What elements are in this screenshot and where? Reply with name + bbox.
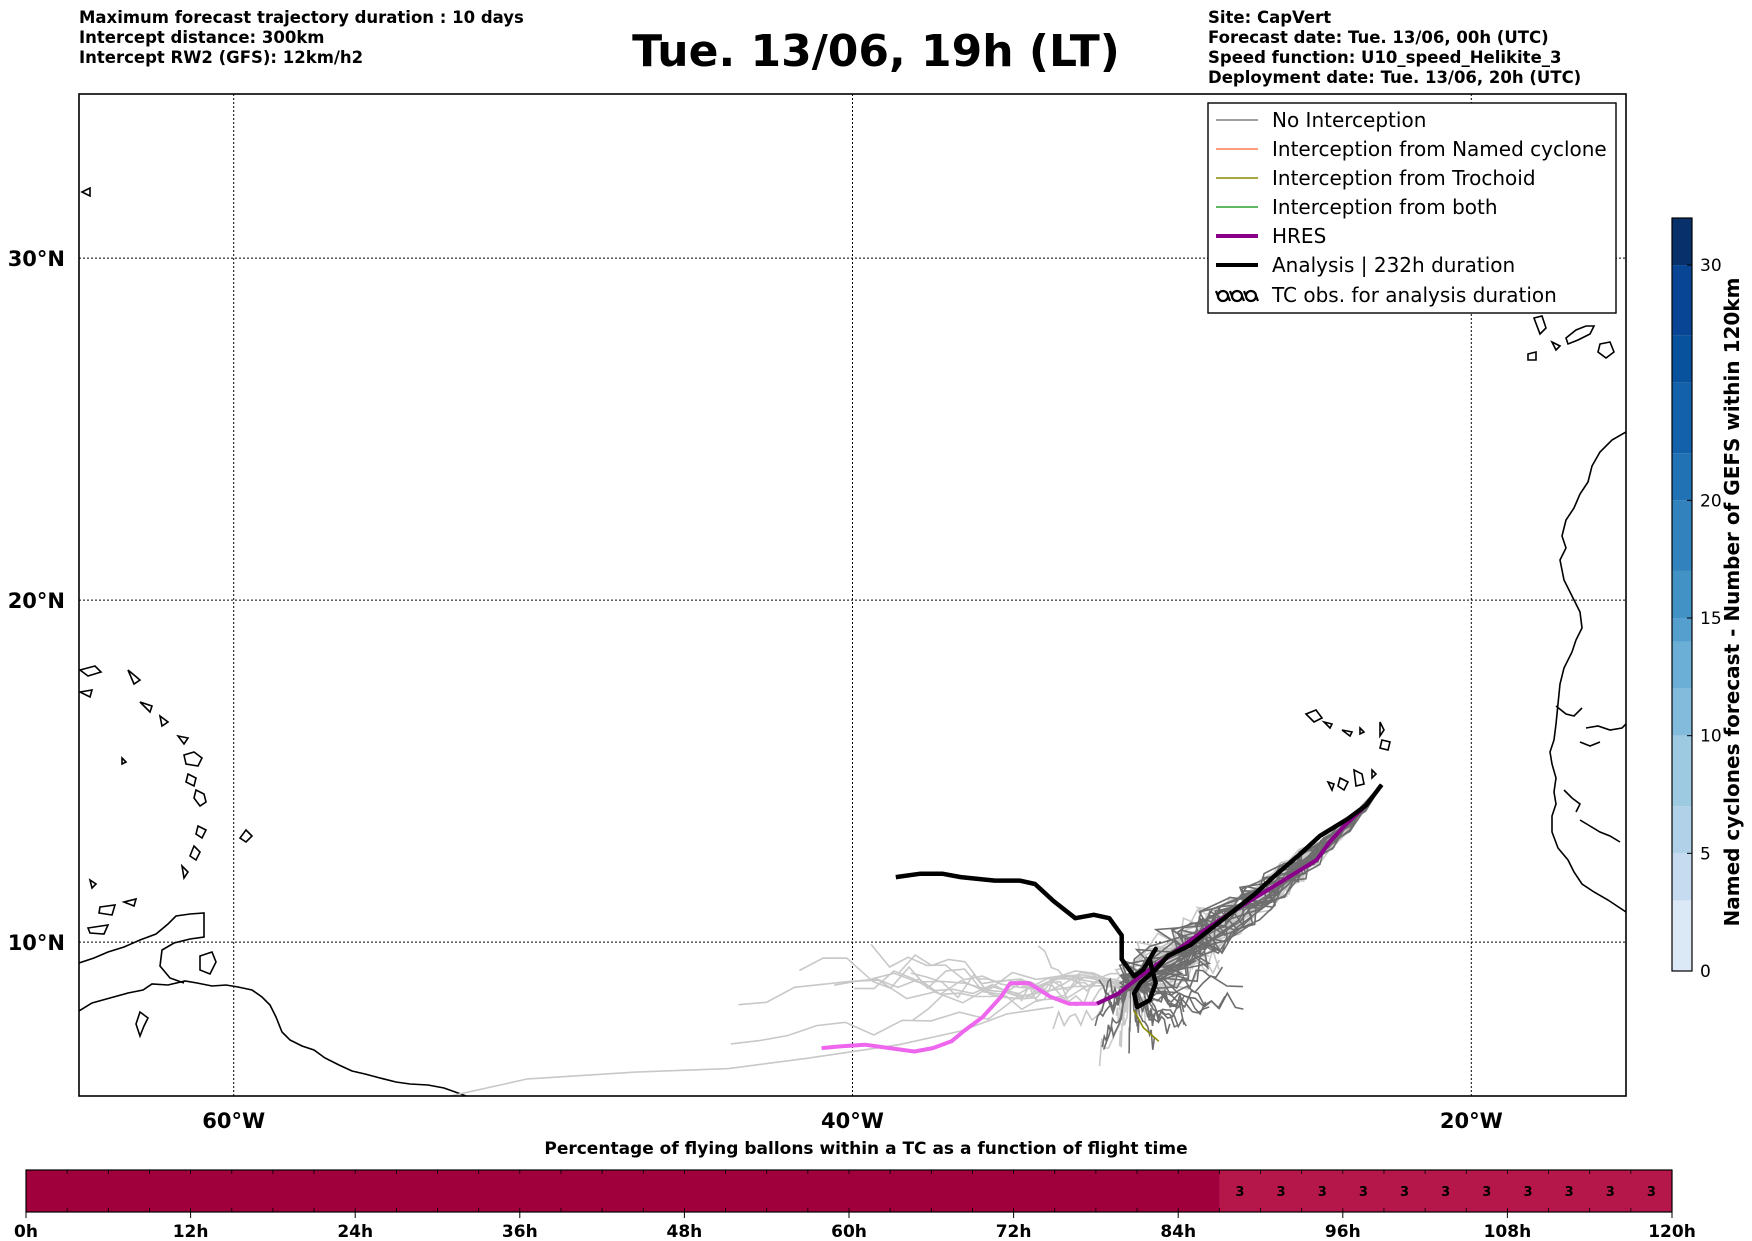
colorbar-tick-label: 30 <box>1700 256 1722 276</box>
series-line-analysis <box>895 783 1384 1010</box>
ensemble-trajectory-light <box>799 784 1383 991</box>
trochoid-trajectory <box>1133 1010 1160 1042</box>
header-left-line: Intercept distance: 300km <box>79 28 325 47</box>
bar-tick-label: 60h <box>831 1222 867 1241</box>
coastlines <box>79 186 1626 1096</box>
colorbar: 0 5 10 15 20 30 <box>1671 217 1722 982</box>
colorbar-band <box>1672 265 1692 336</box>
legend-label: Interception from Trochoid <box>1272 166 1536 190</box>
bar-value-label: 3 <box>1277 1185 1286 1200</box>
bar-tick-label: 36h <box>502 1222 538 1241</box>
coastline-africa-west-details <box>1555 705 1626 843</box>
ensemble-trajectory-light <box>730 784 1383 1045</box>
colorbar-band <box>1672 335 1692 383</box>
colorbar-band <box>1672 641 1692 689</box>
colorbar-band <box>1672 688 1692 736</box>
colorbar-band <box>1672 570 1692 619</box>
bar-value-label: 3 <box>1359 1185 1368 1200</box>
bar-value-label: 3 <box>1565 1185 1574 1200</box>
y-tick-label: 20°N <box>8 589 65 613</box>
legend-label: No Interception <box>1272 108 1426 132</box>
bar-value-label: 3 <box>1482 1185 1491 1200</box>
colorbar-band <box>1672 382 1692 454</box>
x-tick-label: 20°W <box>1440 1109 1503 1133</box>
header-right-line: Forecast date: Tue. 13/06, 00h (UTC) <box>1208 28 1549 47</box>
x-tick-label: 40°W <box>821 1109 884 1133</box>
colorbar-band <box>1672 806 1692 854</box>
island-trinidad <box>199 951 217 976</box>
coastline-venezuela <box>79 912 205 984</box>
colorbar-tick-label: 0 <box>1700 962 1711 982</box>
y-tick-label: 10°N <box>8 931 65 955</box>
bar-tick-label: 96h <box>1325 1222 1361 1241</box>
legend: No Interception Interception from Named … <box>1207 102 1617 314</box>
bar-value-label: 3 <box>1235 1185 1244 1200</box>
legend-label: Interception from Named cyclone <box>1272 137 1607 161</box>
bar-tick-label: 48h <box>667 1222 703 1241</box>
colorbar-tick-label: 5 <box>1700 844 1711 864</box>
bar-tick-label: 72h <box>996 1222 1032 1241</box>
colorbar-band <box>1672 218 1692 266</box>
coastline-africa <box>1549 431 1626 913</box>
legend-box <box>1207 102 1617 314</box>
island-capeverde <box>1304 709 1391 793</box>
bar-tick-label: 84h <box>1160 1222 1196 1241</box>
colorbar-frame <box>1671 217 1693 972</box>
flight-time-bar-title: Percentage of flying ballons within a TC… <box>544 1139 1187 1159</box>
colorbar-band <box>1672 853 1692 901</box>
legend-label: Interception from both <box>1272 195 1498 219</box>
colorbar-band <box>1672 453 1692 501</box>
legend-label: TC obs. for analysis duration <box>1271 283 1557 307</box>
page-title: Tue. 13/06, 19h (LT) <box>632 26 1120 77</box>
bar-tick-label: 108h <box>1484 1222 1532 1241</box>
header-left-line: Maximum forecast trajectory duration : 1… <box>79 8 524 27</box>
colorbar-band <box>1672 900 1692 971</box>
legend-label: Analysis | 232h duration <box>1272 253 1515 277</box>
colorbar-band <box>1672 735 1692 807</box>
axis-tick-labels: 60°W 40°W 20°W 10°N 20°N 30°N <box>8 247 1503 1133</box>
y-tick-label: 30°N <box>8 247 65 271</box>
flight-time-bar: 0h 12h 24h 36h 48h 60h 72h 84h 96h 108h 120h 3 3 3 3 3 3… <box>14 1169 1696 1241</box>
colorbar-tick-label: 10 <box>1700 727 1722 747</box>
header-right-info: Site: CapVert Forecast date: Tue. 13/06,… <box>1208 8 1581 88</box>
header-left-line: Intercept RW2 (GFS): 12km/h2 <box>79 48 364 67</box>
ensemble-trajectory-light <box>450 1006 1054 1096</box>
bar-value-label: 3 <box>1441 1185 1450 1200</box>
colorbar-band <box>1672 618 1692 642</box>
colorbar-band <box>1672 500 1692 571</box>
island-northwest <box>80 186 91 198</box>
header-right-line: Deployment date: Tue. 13/06, 20h (UTC) <box>1208 68 1582 87</box>
header-left-info: Maximum forecast trajectory duration : 1… <box>79 8 524 68</box>
ensemble-trajectory-light <box>834 784 1383 1000</box>
header-right-line: Speed function: U10_speed_Helikite_3 <box>1208 48 1562 67</box>
bar-tick-label: 24h <box>337 1222 373 1241</box>
bar-tick-label: 12h <box>173 1222 209 1241</box>
legend-label: HRES <box>1272 224 1326 248</box>
x-tick-label: 60°W <box>202 1109 265 1133</box>
header-right-line: Site: CapVert <box>1208 8 1332 27</box>
series-line-hres-late <box>821 981 1097 1054</box>
island-canaries <box>1527 315 1615 361</box>
map-gridlines <box>79 94 1626 1096</box>
island-group <box>79 665 254 1039</box>
tc-symbol-icon <box>1214 289 1260 303</box>
coastline-south-america <box>79 980 467 1096</box>
bar-value-label: 3 <box>1400 1185 1409 1200</box>
bar-value-label: 3 <box>1318 1185 1327 1200</box>
trajectory-series <box>821 783 1384 1054</box>
bar-tick-label: 120h <box>1648 1222 1696 1241</box>
bar-tick-label: 0h <box>14 1222 38 1241</box>
colorbar-label: Named cyclones forecast - Number of GEFS… <box>1720 278 1744 927</box>
flight-time-bar-tc-segment <box>1219 1170 1672 1212</box>
series-line-hres <box>1096 783 1384 1006</box>
colorbar-tick-label: 15 <box>1700 609 1722 629</box>
bar-value-label: 3 <box>1647 1185 1656 1200</box>
map-frame <box>78 93 1627 1097</box>
bar-value-label: 3 <box>1606 1185 1615 1200</box>
ensemble-trajectory-light <box>1021 784 1383 1007</box>
bar-value-label: 3 <box>1523 1185 1532 1200</box>
colorbar-tick-label: 20 <box>1700 491 1722 511</box>
